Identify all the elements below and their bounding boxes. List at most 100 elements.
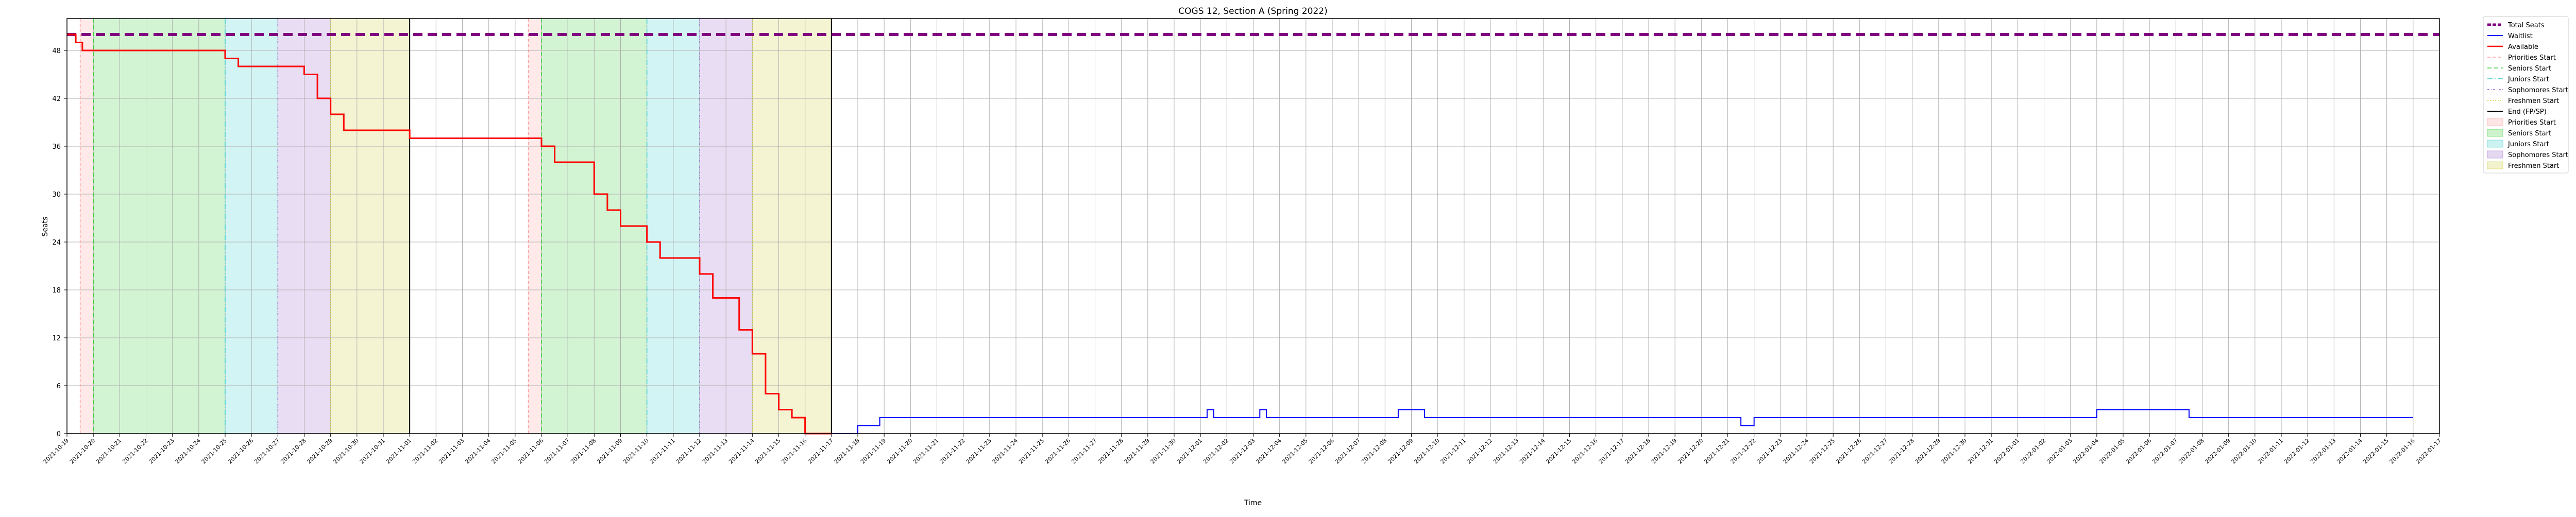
x-tick-label-21: 2021-11-09 <box>596 437 623 465</box>
x-tick-label-66: 2021-12-24 <box>1782 437 1810 465</box>
legend: Total Seats Waitlist Available Priorities S… <box>2483 16 2569 174</box>
x-tick-label-87: 2022-01-14 <box>2335 437 2363 465</box>
legend-label-13: Freshmen Start <box>2508 162 2559 170</box>
y-tick-label-8: 48 <box>52 47 61 55</box>
y-tick-label-4: 24 <box>52 239 61 247</box>
y-tick-label-0: 0 <box>57 430 61 438</box>
x-tick-label-42: 2021-11-30 <box>1149 437 1177 465</box>
legend-swatch-13 <box>2487 161 2503 169</box>
x-tick-label-77: 2022-01-04 <box>2072 437 2100 465</box>
x-tick-label-43: 2021-12-01 <box>1176 437 1204 465</box>
x-tick-label-25: 2021-11-13 <box>701 437 729 465</box>
x-tick-label-47: 2021-12-05 <box>1281 437 1309 465</box>
x-tick-label-46: 2021-12-04 <box>1255 437 1282 465</box>
y-tick-label-6: 36 <box>52 143 61 151</box>
x-tick-label-58: 2021-12-16 <box>1571 437 1599 465</box>
legend-swatch-11 <box>2487 140 2503 148</box>
x-tick-label-64: 2021-12-22 <box>1729 437 1757 465</box>
x-tick-label-22: 2021-11-10 <box>622 437 650 465</box>
band-seniors-1 <box>93 19 225 434</box>
band-freshmen-2 <box>752 19 832 434</box>
x-tick-label-37: 2021-11-25 <box>1018 437 1045 465</box>
x-tick-label-30: 2021-11-18 <box>833 437 861 465</box>
x-tick-label-14: 2021-11-02 <box>411 437 439 465</box>
y-tick-label-2: 12 <box>52 335 61 342</box>
band-priorities-2 <box>528 19 541 434</box>
x-tick-label-60: 2021-12-18 <box>1624 437 1652 465</box>
y-axis-label: Seats <box>41 217 49 237</box>
x-tick-label-80: 2022-01-07 <box>2151 437 2179 465</box>
x-tick-label-51: 2021-12-09 <box>1386 437 1414 465</box>
x-tick-label-12: 2021-10-31 <box>359 437 386 465</box>
x-tick-label-2: 2021-10-21 <box>95 437 123 465</box>
x-tick-label-53: 2021-12-11 <box>1439 437 1467 465</box>
x-tick-label-52: 2021-12-10 <box>1413 437 1440 465</box>
legend-label-2: Available <box>2508 43 2538 51</box>
legend-label-1: Waitlist <box>2508 32 2533 40</box>
x-tick-label-57: 2021-12-15 <box>1545 437 1572 465</box>
legend-label-8: End (FP/SP) <box>2508 108 2547 116</box>
legend-label-12: Sophomores Start <box>2508 151 2568 159</box>
x-tick-label-84: 2022-01-11 <box>2257 437 2284 465</box>
y-tick-labels: 0 6 12 18 24 30 36 42 48 <box>52 47 61 438</box>
x-tick-label-7: 2021-10-26 <box>227 437 255 465</box>
x-tick-label-50: 2021-12-08 <box>1360 437 1388 465</box>
legend-label-3: Priorities Start <box>2508 54 2556 62</box>
x-tick-labels: 2021-10-192021-10-202021-10-212021-10-22… <box>42 437 2443 465</box>
legend-swatch-10 <box>2487 129 2503 137</box>
x-tick-label-65: 2021-12-23 <box>1756 437 1784 465</box>
x-tick-label-62: 2021-12-20 <box>1676 437 1704 465</box>
x-tick-label-0: 2021-10-19 <box>42 437 70 465</box>
x-tick-label-20: 2021-11-08 <box>569 437 597 465</box>
legend-label-7: Freshmen Start <box>2508 97 2559 105</box>
x-tick-label-49: 2021-12-07 <box>1334 437 1362 465</box>
y-tick-label-7: 42 <box>52 95 61 103</box>
x-tick-label-33: 2021-11-21 <box>912 437 940 465</box>
series-lines <box>67 33 2439 435</box>
x-tick-label-17: 2021-11-05 <box>490 437 518 465</box>
x-tick-label-69: 2021-12-27 <box>1861 437 1889 465</box>
x-tick-label-48: 2021-12-06 <box>1308 437 1335 465</box>
x-tick-label-10: 2021-10-29 <box>306 437 333 465</box>
x-tick-label-55: 2021-12-13 <box>1492 437 1520 465</box>
x-tick-label-39: 2021-11-27 <box>1070 437 1098 465</box>
x-tick-label-44: 2021-12-02 <box>1202 437 1230 465</box>
x-tick-label-59: 2021-12-17 <box>1598 437 1625 465</box>
axes <box>64 18 2440 437</box>
x-tick-label-88: 2022-01-15 <box>2362 437 2389 465</box>
x-tick-label-76: 2022-01-03 <box>2045 437 2073 465</box>
x-tick-label-23: 2021-11-11 <box>649 437 676 465</box>
x-tick-label-83: 2022-01-10 <box>2230 437 2258 465</box>
x-tick-label-90: 2022-01-17 <box>2415 437 2443 465</box>
stage-lines <box>79 19 832 434</box>
x-tick-label-67: 2021-12-25 <box>1808 437 1836 465</box>
series-waitlist <box>805 409 2413 434</box>
x-tick-label-16: 2021-11-04 <box>464 437 492 465</box>
x-tick-label-74: 2022-01-01 <box>1993 437 2021 465</box>
x-tick-label-45: 2021-12-03 <box>1228 437 1256 465</box>
x-tick-label-71: 2021-12-29 <box>1914 437 1942 465</box>
x-tick-label-41: 2021-11-29 <box>1123 437 1151 465</box>
x-tick-label-79: 2022-01-06 <box>2125 437 2153 465</box>
legend-label-5: Juniors Start <box>2507 76 2549 83</box>
legend-label-6: Sophomores Start <box>2508 87 2568 94</box>
legend-box <box>2483 16 2569 174</box>
x-tick-label-31: 2021-11-19 <box>859 437 887 465</box>
x-tick-label-36: 2021-11-24 <box>991 437 1019 465</box>
x-tick-label-78: 2022-01-05 <box>2098 437 2126 465</box>
x-tick-label-13: 2021-11-01 <box>385 437 413 465</box>
stage-bands <box>80 19 832 434</box>
x-tick-label-29: 2021-11-17 <box>807 437 835 465</box>
x-tick-label-75: 2022-01-02 <box>2019 437 2047 465</box>
x-tick-label-11: 2021-10-30 <box>332 437 360 465</box>
x-tick-label-61: 2021-12-19 <box>1650 437 1678 465</box>
legend-label-10: Seniors Start <box>2508 130 2551 137</box>
x-tick-label-56: 2021-12-14 <box>1518 437 1546 465</box>
x-tick-label-32: 2021-11-20 <box>886 437 913 465</box>
y-tick-label-1: 6 <box>57 383 61 390</box>
x-tick-label-38: 2021-11-26 <box>1044 437 1072 465</box>
y-tick-label-5: 30 <box>52 191 61 199</box>
legend-swatch-9 <box>2487 118 2503 126</box>
x-axis-label: Time <box>1244 499 1262 507</box>
